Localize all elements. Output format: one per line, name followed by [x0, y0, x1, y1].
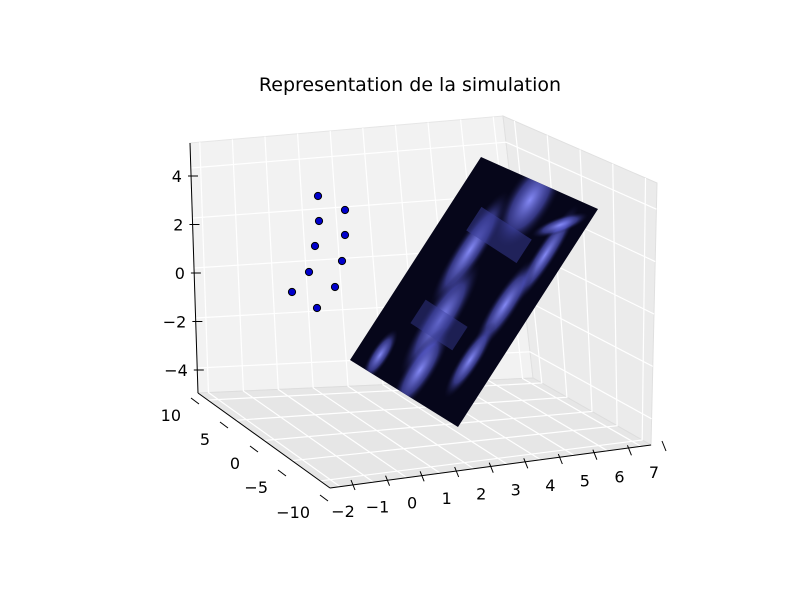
z-tick-label: 0 — [175, 264, 185, 283]
surface-band — [390, 327, 450, 413]
y-axis-line — [197, 392, 331, 489]
scatter-point — [330, 282, 340, 292]
x-tick-mark — [557, 453, 563, 465]
y-tick-label: −5 — [244, 478, 268, 497]
scatter-point — [314, 216, 324, 226]
y-tick-mark — [277, 469, 287, 477]
x-tick-label: 2 — [476, 485, 486, 504]
x-tick-mark — [626, 445, 632, 456]
y-tick-mark — [219, 421, 229, 429]
y-tick-label: 10 — [161, 406, 181, 425]
x-tick-mark — [661, 440, 667, 452]
scatter-point — [313, 191, 323, 201]
z-axis-line — [189, 142, 199, 394]
scatter-point — [287, 287, 297, 297]
scatter-point — [312, 303, 322, 313]
x-tick-mark — [385, 475, 391, 486]
scatter-point — [340, 205, 350, 215]
scatter-point — [310, 241, 320, 251]
scatter-points — [287, 191, 350, 313]
surface-patch — [466, 206, 532, 264]
y-tick-mark — [190, 397, 200, 405]
x-tick-mark — [419, 471, 425, 482]
scatter-point — [340, 230, 350, 240]
surface-patch — [410, 299, 468, 351]
x-tick-label: 0 — [407, 493, 417, 512]
x-tick-mark — [488, 462, 494, 473]
chart-title: Representation de la simulation — [259, 74, 561, 96]
surface-band — [444, 321, 496, 399]
x-tick-label: 1 — [442, 489, 452, 508]
scatter-point — [304, 267, 314, 277]
x-tick-label: −1 — [366, 498, 390, 517]
z-tick-label: −4 — [164, 361, 188, 380]
scatter-point — [337, 256, 347, 266]
y-tick-label: 0 — [230, 454, 240, 473]
z-tick-label: −2 — [163, 313, 187, 332]
x-tick-mark — [454, 466, 460, 478]
y-tick-mark — [249, 445, 259, 453]
y-tick-mark — [319, 494, 329, 502]
x-tick-label: −2 — [331, 502, 355, 521]
surface-band — [362, 329, 398, 381]
x-tick-label: 6 — [614, 467, 624, 486]
z-tick-label: 4 — [172, 167, 182, 186]
x-tick-label: 4 — [545, 476, 555, 495]
x-tick-mark — [523, 458, 529, 469]
x-tick-mark — [592, 449, 598, 460]
x-tick-label: 3 — [511, 480, 521, 499]
surface-band — [531, 212, 589, 238]
x-tick-label: 5 — [580, 472, 590, 491]
x-tick-mark — [350, 479, 356, 491]
y-tick-label: −10 — [276, 503, 310, 522]
y-tick-label: 5 — [200, 430, 210, 449]
z-tick-label: 2 — [173, 216, 183, 235]
x-tick-label: 7 — [649, 463, 659, 482]
